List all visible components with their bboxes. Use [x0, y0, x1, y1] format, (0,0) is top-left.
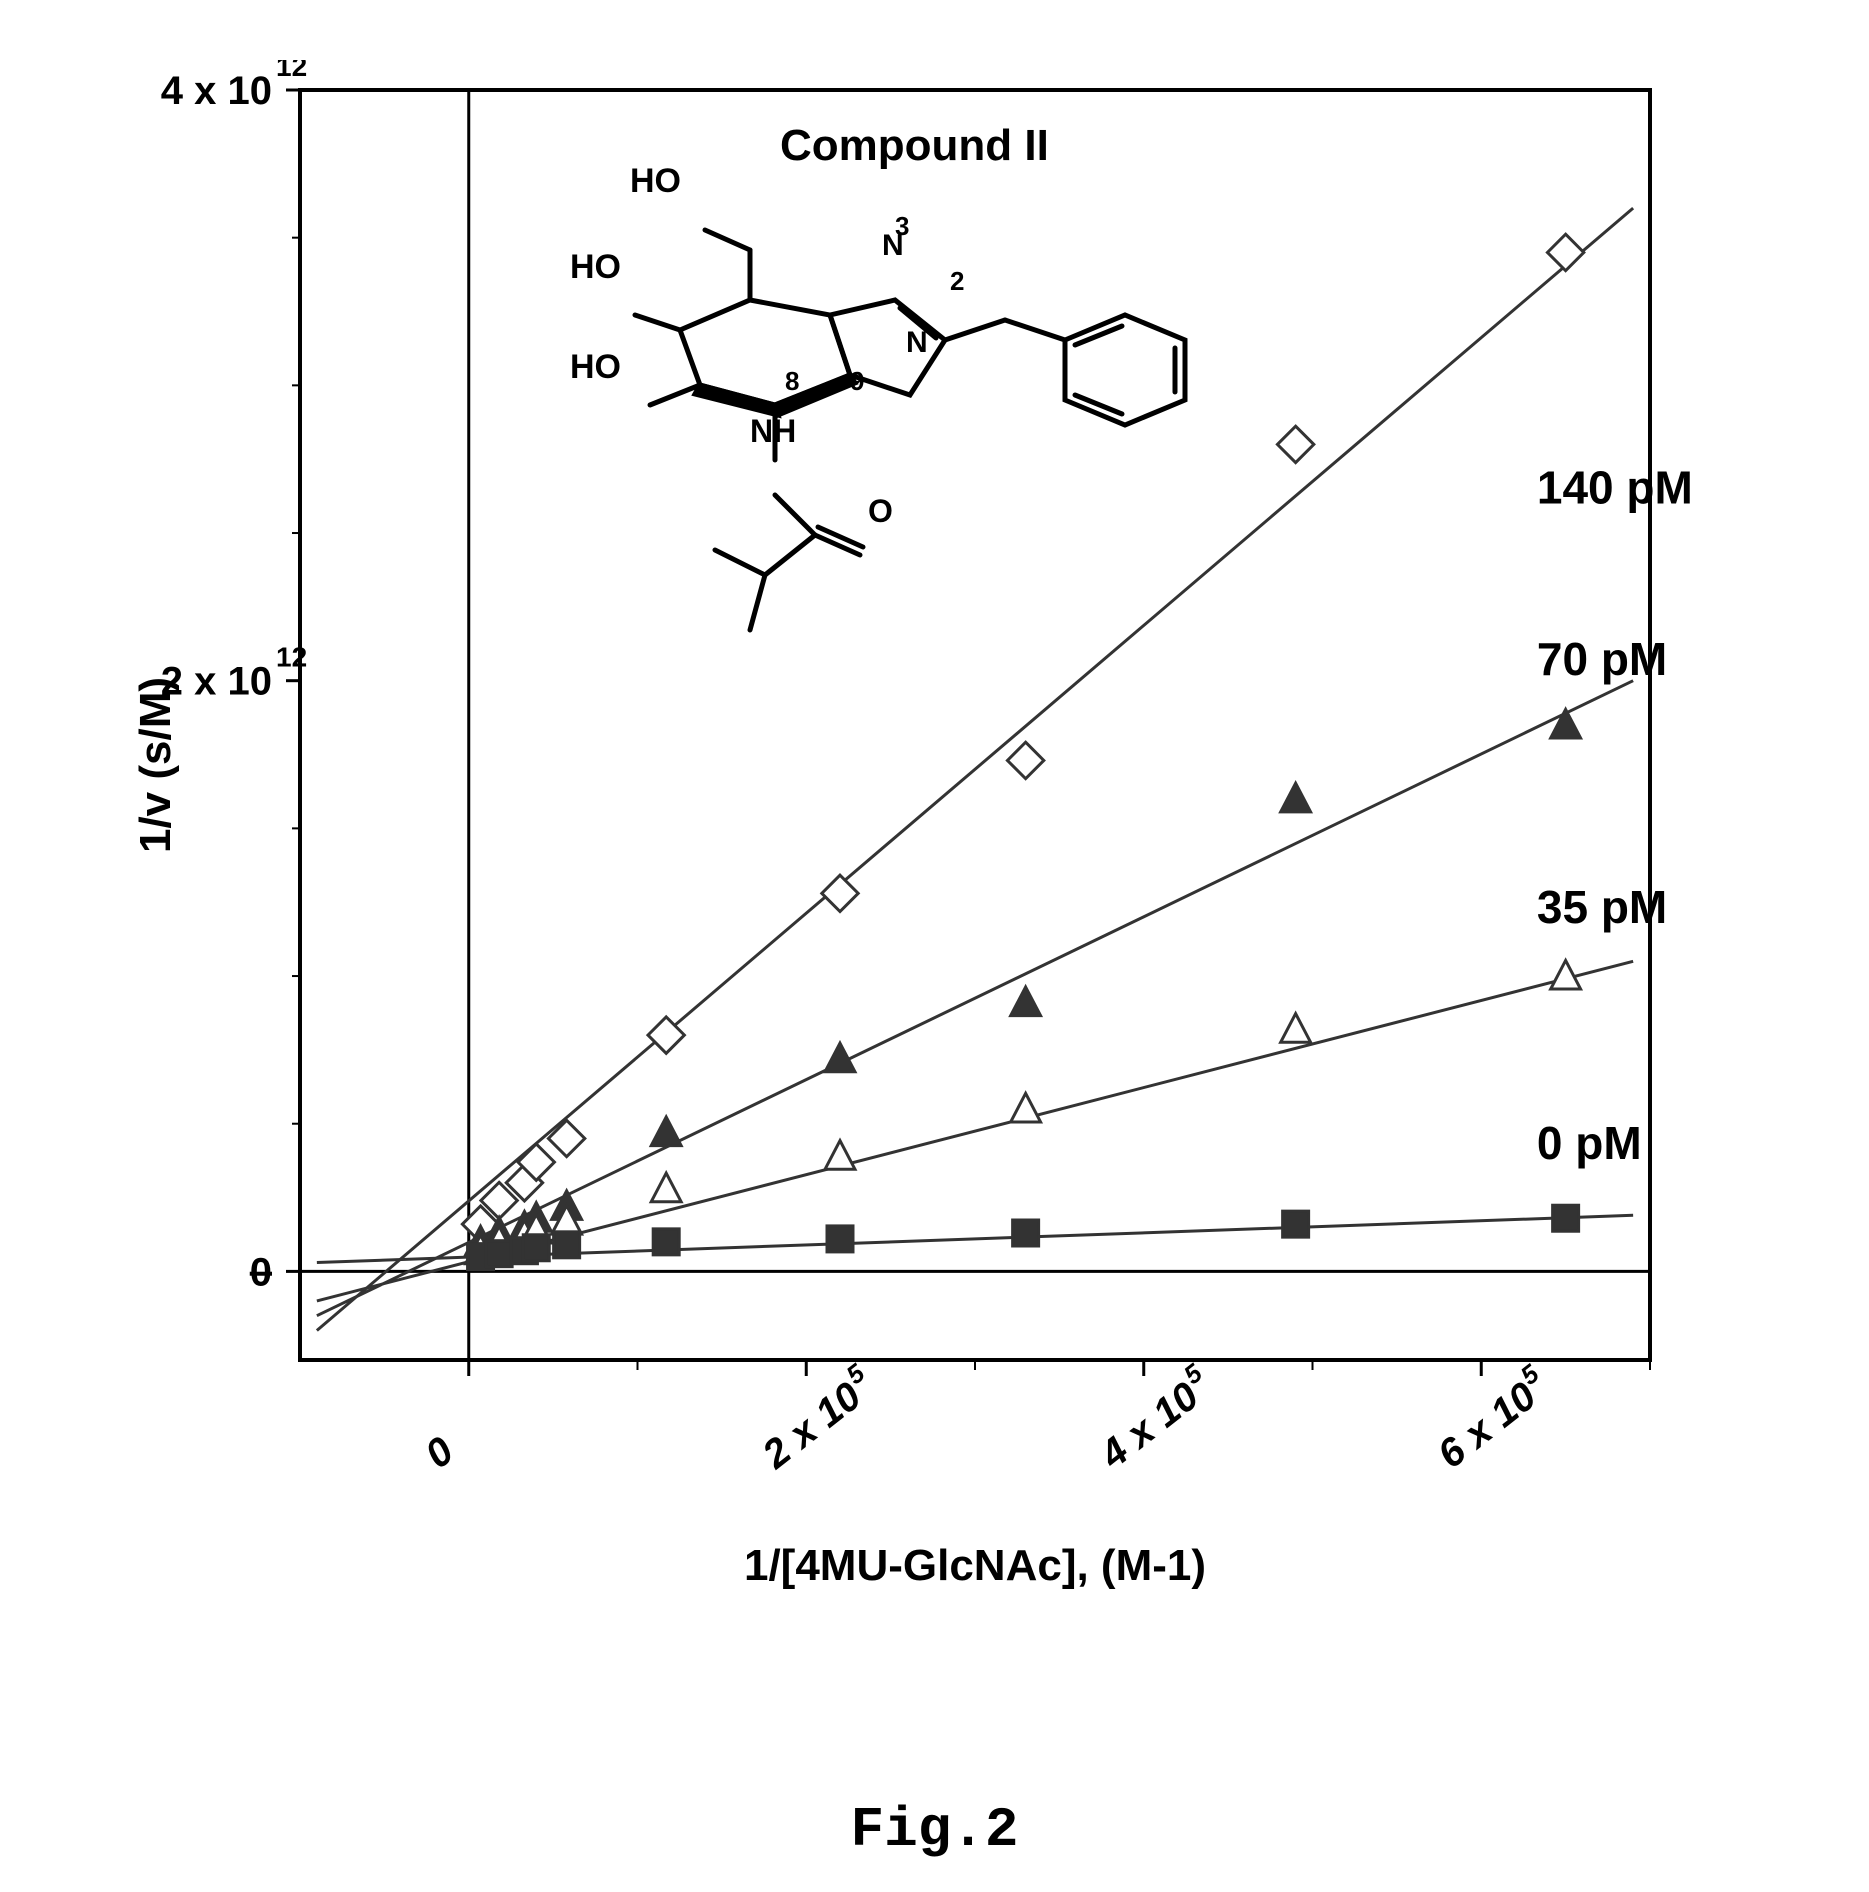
svg-text:0: 0 — [417, 1429, 462, 1477]
svg-text:4 x 10: 4 x 10 — [1091, 1374, 1207, 1478]
svg-text:0 pM: 0 pM — [1537, 1117, 1642, 1169]
svg-text:12: 12 — [276, 642, 307, 673]
svg-text:HO: HO — [630, 162, 681, 200]
svg-text:6 x 10: 6 x 10 — [1430, 1374, 1545, 1477]
svg-text:1/v (s/M): 1/v (s/M) — [131, 677, 180, 853]
chart-svg: 02 x 10124 x 101202 x 1054 x 1056 x 1051… — [130, 60, 1770, 1760]
svg-text:HO: HO — [570, 348, 621, 386]
figure-label: Fig.2 — [850, 1798, 1018, 1862]
svg-text:140 pM: 140 pM — [1537, 461, 1693, 513]
svg-text:2: 2 — [950, 266, 964, 296]
svg-text:9: 9 — [850, 366, 864, 396]
svg-text:O: O — [868, 493, 893, 529]
svg-text:Compound II: Compound II — [780, 121, 1049, 170]
svg-text:2 x 10: 2 x 10 — [754, 1374, 870, 1478]
svg-text:N: N — [906, 326, 928, 359]
chart-area: 02 x 10124 x 101202 x 1054 x 1056 x 1051… — [130, 60, 1770, 1760]
svg-text:12: 12 — [276, 60, 307, 82]
svg-text:1/[4MU-GlcNAc], (M-1): 1/[4MU-GlcNAc], (M-1) — [744, 1541, 1206, 1590]
svg-text:70 pM: 70 pM — [1537, 633, 1667, 685]
svg-text:4 x 10: 4 x 10 — [161, 69, 272, 113]
figure-container: 02 x 10124 x 101202 x 1054 x 1056 x 1051… — [0, 0, 1869, 1892]
svg-text:8: 8 — [785, 366, 799, 396]
svg-text:0: 0 — [250, 1250, 272, 1294]
svg-text:35 pM: 35 pM — [1537, 881, 1667, 933]
svg-text:3: 3 — [895, 211, 909, 241]
svg-text:NH: NH — [750, 413, 796, 449]
svg-text:HO: HO — [570, 248, 621, 286]
